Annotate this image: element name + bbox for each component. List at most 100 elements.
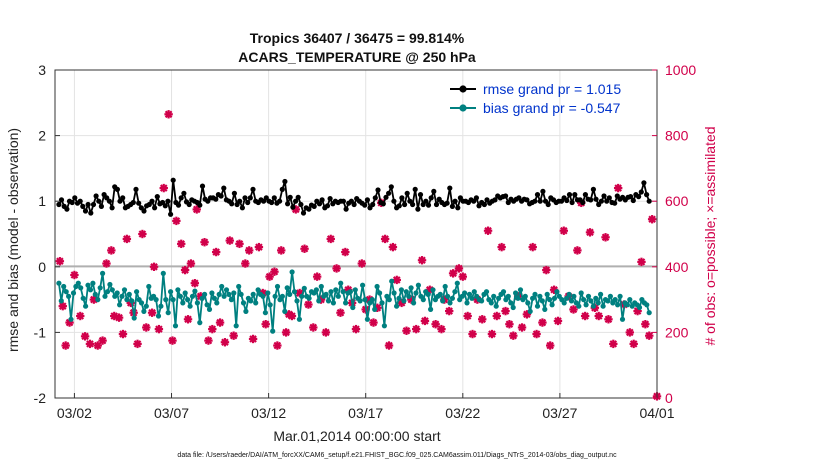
obs-count-marker <box>341 247 350 257</box>
obs-count-marker-stroke <box>550 285 558 294</box>
obs-count-marker-stroke <box>107 246 116 255</box>
obs-count-marker-stroke <box>421 317 429 325</box>
rmse-point <box>638 189 644 195</box>
obs-count-marker <box>468 329 477 339</box>
rmse-point <box>612 200 618 206</box>
y-tick-label-right: 1000 <box>665 62 696 78</box>
bias-point <box>347 289 353 295</box>
obs-count-marker <box>204 336 213 345</box>
bias-point <box>223 287 230 293</box>
bias-point <box>289 269 295 275</box>
obs-count-marker-stroke <box>412 325 421 333</box>
bias-point <box>488 300 494 306</box>
bias-point <box>547 297 553 303</box>
rmse-point <box>106 198 112 204</box>
bias-point <box>236 283 242 290</box>
rmse-point <box>582 192 589 198</box>
obs-count-marker <box>102 259 111 268</box>
bias-point <box>291 289 298 295</box>
obs-count-marker <box>384 341 394 350</box>
obs-count-marker <box>154 324 164 334</box>
obs-count-marker-stroke <box>569 305 578 314</box>
bias-point <box>617 293 623 299</box>
bias-point <box>389 278 395 284</box>
obs-count-marker <box>61 341 70 350</box>
obs-count-marker-stroke <box>58 302 67 310</box>
rmse-point <box>492 197 498 203</box>
rmse-point <box>452 198 458 204</box>
obs-count-marker-stroke <box>245 246 253 255</box>
bias-point <box>104 289 111 295</box>
rmse-point <box>481 201 487 208</box>
rmse-point <box>375 187 381 193</box>
bias-point <box>131 315 137 321</box>
obs-count-marker <box>138 229 147 239</box>
bias-point <box>316 298 322 304</box>
y-tick-label-left: 2 <box>38 128 46 144</box>
obs-count-marker <box>287 311 297 321</box>
bias-point <box>469 295 475 301</box>
bias-point <box>114 290 120 296</box>
bias-point <box>508 300 514 306</box>
y-tick-label-left: 1 <box>38 193 46 209</box>
obs-count-marker <box>437 324 446 334</box>
bias-point <box>364 316 370 322</box>
bias-point <box>379 300 385 306</box>
bias-point <box>583 302 589 308</box>
bias-point <box>554 289 560 295</box>
bias-point <box>408 285 414 291</box>
obs-count-marker-stroke <box>300 244 309 253</box>
bias-point <box>56 280 62 286</box>
bias-point <box>202 291 208 297</box>
rmse-point <box>245 199 251 206</box>
bias-point <box>265 290 271 296</box>
obs-count-marker <box>55 257 65 266</box>
obs-count-marker <box>208 324 217 334</box>
obs-count-marker <box>215 318 225 327</box>
bias-point <box>192 288 198 294</box>
obs-count-marker-stroke <box>431 320 440 329</box>
y-tick-label-right: 200 <box>665 324 689 340</box>
bias-point <box>61 283 67 290</box>
obs-count-marker-stroke <box>241 259 250 268</box>
bias-point <box>100 270 106 276</box>
obs-count-marker-stroke <box>385 341 393 350</box>
bias-point <box>274 283 281 290</box>
bias-point <box>296 316 302 322</box>
rmse-point <box>213 196 219 202</box>
obs-count-marker-stroke <box>164 110 173 119</box>
bias-point <box>566 291 572 297</box>
obs-count-marker-stroke <box>81 332 89 341</box>
bias-series-layer <box>56 269 652 334</box>
bias-point <box>80 295 86 301</box>
obs-count-marker <box>559 226 568 235</box>
bias-point <box>549 302 555 308</box>
bias-point <box>576 303 582 309</box>
rmse-point <box>324 203 331 209</box>
bias-point <box>143 303 149 309</box>
legend-bias-label: bias grand pr = -0.547 <box>483 100 621 116</box>
rmse-point <box>569 199 575 206</box>
obs-count-marker <box>647 215 657 224</box>
obs-count-marker-stroke <box>518 323 526 332</box>
bias-line <box>58 271 651 333</box>
obs-count-marker <box>85 339 95 349</box>
bias-point <box>360 282 366 288</box>
y-tick-label-left: 3 <box>38 62 46 78</box>
bias-point <box>78 285 84 291</box>
bias-point <box>228 297 234 303</box>
obs-count-marker <box>517 323 527 332</box>
obs-count-marker-stroke <box>573 246 582 255</box>
rmse-point <box>540 188 546 194</box>
bias-point <box>325 298 332 304</box>
rmse-point <box>636 194 642 200</box>
rmse-point <box>298 201 304 208</box>
obs-count-marker-stroke <box>322 328 330 337</box>
obs-count-marker <box>254 242 264 252</box>
obs-count-marker <box>177 239 186 249</box>
bias-point <box>544 291 550 297</box>
obs-count-marker-stroke <box>102 259 111 268</box>
bias-point <box>401 298 407 304</box>
obs-count-marker <box>538 318 547 327</box>
